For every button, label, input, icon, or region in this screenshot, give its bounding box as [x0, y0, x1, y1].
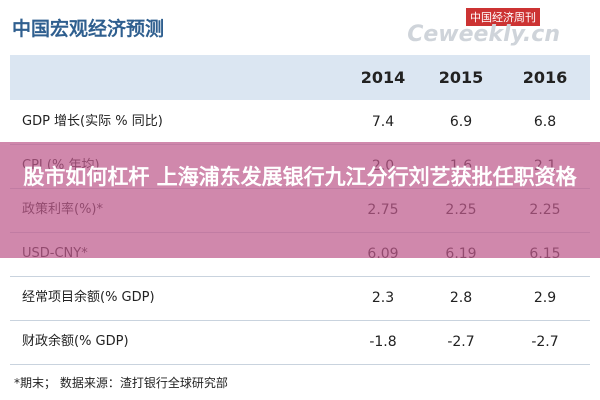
cell-value: 2.8 [449, 290, 473, 306]
cell-value: -1.8 [369, 334, 397, 350]
cell-value: 2.9 [533, 290, 557, 306]
title: 中国宏观经济预测 [12, 18, 165, 40]
header-row: 2014 2015 2016 [10, 55, 590, 100]
cell-value: 2.3 [371, 290, 395, 306]
row-label: GDP 增长(实际 % 同比) [22, 114, 163, 129]
column-header: 2015 [438, 68, 484, 87]
watermark-site: Ceweekly.cn [407, 22, 560, 47]
footnote: *期末； 数据来源：渣打银行全球研究部 [14, 376, 228, 390]
cell-value: 6.9 [449, 114, 473, 130]
overlay-band [0, 142, 600, 258]
cell-value: -2.7 [447, 334, 475, 350]
cell-value: 6.8 [533, 114, 557, 130]
watermark: 中国经济周刊 [466, 8, 540, 26]
table-row: GDP 增长(实际 % 同比) 7.4 6.9 6.8 [10, 100, 590, 145]
table-row: 经常项目余额(% GDP) 2.3 2.8 2.9 [10, 276, 590, 321]
overlay-headline: 股市如何杠杆 上海浦东发展银行九江分行刘艺获批任职资格 [23, 165, 577, 189]
column-header: 2016 [522, 68, 568, 87]
column-header: 2014 [360, 68, 406, 87]
table-row: 财政余额(% GDP) -1.8 -2.7 -2.7 [10, 320, 590, 365]
row-label: 经常项目余额(% GDP) [22, 290, 155, 305]
cell-value: 7.4 [371, 114, 395, 130]
row-label: 财政余额(% GDP) [22, 334, 129, 349]
cell-value: -2.7 [531, 334, 559, 350]
